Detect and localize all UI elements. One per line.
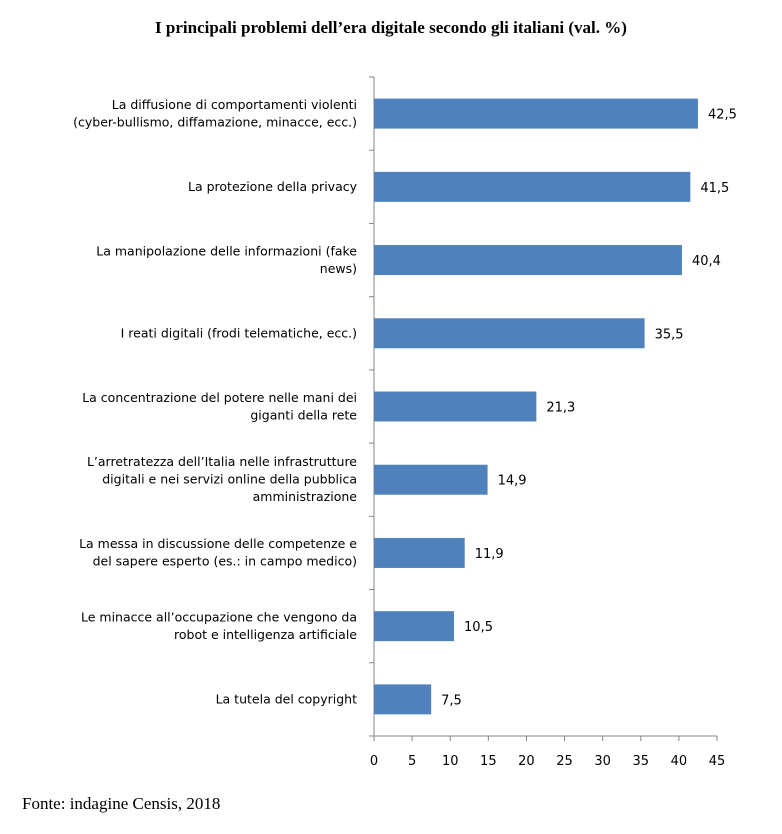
- data-label: 14,9: [498, 474, 527, 489]
- bar: [374, 464, 488, 495]
- category-label: digitali e nei servizi online della pubb…: [102, 472, 357, 487]
- data-label: 11,9: [475, 547, 504, 562]
- category-label: giganti della rete: [250, 407, 357, 422]
- bar: [374, 611, 455, 642]
- x-tick-label: 30: [594, 754, 611, 769]
- bar: [374, 171, 691, 202]
- data-label: 7,5: [441, 693, 462, 708]
- data-label: 10,5: [464, 620, 493, 635]
- chart-source: Fonte: indagine Censis, 2018: [22, 794, 221, 813]
- data-label: 41,5: [700, 181, 729, 196]
- x-tick-label: 25: [556, 754, 573, 769]
- bar: [374, 98, 698, 129]
- category-label: La concentrazione del potere nelle mani …: [82, 390, 357, 405]
- chart-title: I principali problemi dell’era digitale …: [155, 18, 627, 37]
- category-label: La diffusione di comportamenti violenti: [112, 97, 357, 112]
- data-label: 40,4: [692, 254, 721, 269]
- x-tick-label: 15: [480, 754, 497, 769]
- category-label: robot e intelligenza artificiale: [174, 627, 357, 642]
- category-label: I reati digitali (frodi telematiche, ecc…: [121, 325, 357, 340]
- x-tick-label: 45: [709, 754, 726, 769]
- category-label: La messa in discussione delle competenze…: [79, 536, 357, 551]
- category-label: L’arretratezza dell’Italia nelle infrast…: [87, 454, 357, 469]
- x-tick-label: 5: [408, 754, 416, 769]
- x-tick-label: 35: [633, 754, 650, 769]
- x-tick-label: 10: [442, 754, 459, 769]
- data-label: 21,3: [546, 401, 575, 416]
- bar: [374, 537, 465, 568]
- category-label: La manipolazione delle informazioni (fak…: [96, 243, 357, 258]
- bar: [374, 245, 682, 276]
- category-label: amministrazione: [253, 489, 358, 504]
- data-label: 35,5: [655, 327, 684, 342]
- category-label: Le minacce all’occupazione che vengono d…: [81, 609, 357, 624]
- bar: [374, 391, 537, 422]
- category-label: La tutela del copyright: [216, 691, 358, 706]
- bar: [374, 684, 432, 715]
- category-label: La protezione della privacy: [188, 179, 358, 194]
- category-label: news): [320, 261, 357, 276]
- category-label: del sapere esperto (es.: in campo medico…: [93, 554, 357, 569]
- data-label: 42,5: [708, 108, 737, 123]
- x-tick-label: 0: [370, 754, 378, 769]
- category-label: (cyber-bullismo, diffamazione, minacce, …: [73, 114, 357, 129]
- x-tick-label: 40: [671, 754, 688, 769]
- x-tick-label: 20: [518, 754, 535, 769]
- bar: [374, 318, 645, 349]
